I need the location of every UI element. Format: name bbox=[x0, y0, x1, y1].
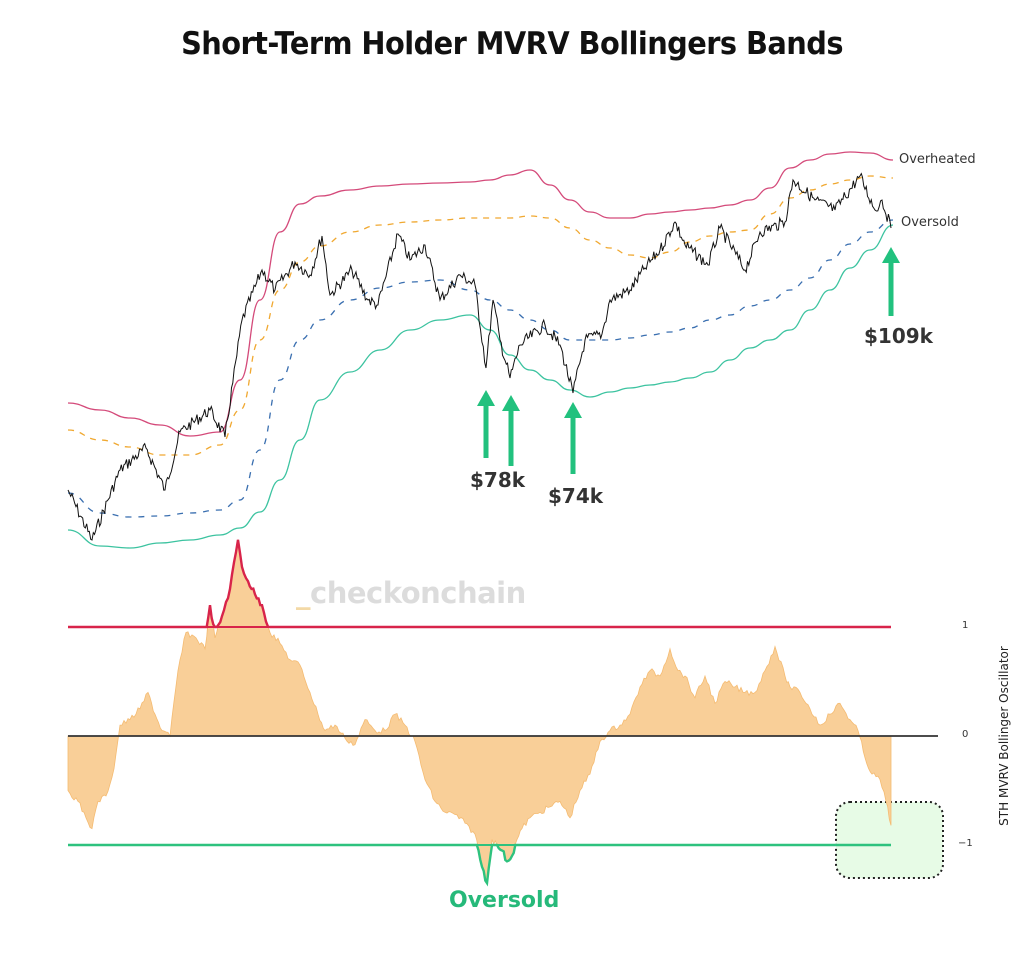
arrow-up-icon bbox=[477, 390, 495, 406]
arrow-shaft bbox=[483, 404, 489, 458]
price-arrows bbox=[477, 247, 900, 474]
price-label-109k: $109k bbox=[864, 324, 933, 348]
arrow-shaft bbox=[570, 416, 576, 474]
y-tick-minus-1: −1 bbox=[958, 838, 973, 849]
lower-mid-band-line bbox=[67, 219, 894, 518]
oversold-band-label: Oversold bbox=[901, 215, 959, 230]
upper-band-line bbox=[67, 151, 894, 437]
lower-band-line bbox=[67, 224, 894, 549]
oversold-highlight-box bbox=[835, 801, 944, 879]
arrow-up-icon bbox=[882, 247, 900, 263]
mid-band-line bbox=[67, 175, 894, 456]
oversold-callout-label: Oversold bbox=[449, 888, 560, 913]
overheated-excursion-line bbox=[68, 539, 891, 629]
arrow-shaft bbox=[508, 409, 514, 466]
price-line bbox=[67, 172, 892, 541]
price-panel bbox=[67, 151, 894, 549]
price-label-74k: $74k bbox=[548, 484, 604, 508]
oscillator-panel bbox=[67, 539, 938, 887]
price-label-78k: $78k bbox=[470, 468, 526, 492]
arrow-up-icon bbox=[564, 402, 582, 418]
oscillator-y-axis-label: STH MVRV Bollinger Oscillator bbox=[997, 646, 1011, 826]
arrow-shaft bbox=[888, 261, 894, 316]
oversold-excursion-line bbox=[68, 843, 891, 887]
arrow-up-icon bbox=[502, 395, 520, 411]
y-tick-1: 1 bbox=[962, 620, 969, 631]
watermark: _checkonchain bbox=[296, 576, 526, 610]
overheated-band-label: Overheated bbox=[899, 152, 976, 167]
chart-title: Short-Term Holder MVRV Bollingers Bands bbox=[181, 26, 843, 62]
y-tick-0: 0 bbox=[962, 729, 969, 740]
